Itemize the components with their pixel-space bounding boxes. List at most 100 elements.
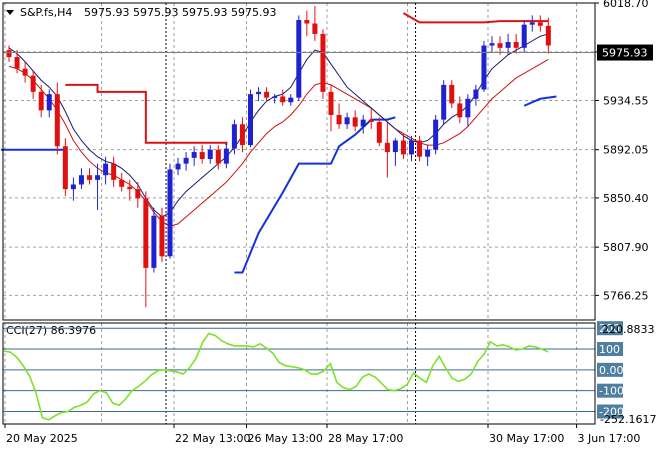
candle-body xyxy=(457,103,463,118)
candle-body xyxy=(433,119,439,150)
cci-level-label: 200 xyxy=(599,322,620,335)
candle-body xyxy=(183,157,189,164)
cci-line xyxy=(3,332,549,421)
cci-level-tag xyxy=(597,342,623,357)
candle-body xyxy=(449,84,455,104)
price-axis: 6018.705976.455934.555892.055850.405807.… xyxy=(3,0,653,302)
ohlc-values: 5975.93 5975.93 5975.93 5975.93 xyxy=(84,6,276,19)
candles xyxy=(6,6,551,308)
cci-level-tag xyxy=(597,321,623,336)
candle-body xyxy=(288,97,294,103)
candle-body xyxy=(473,89,479,99)
stop-line-up xyxy=(523,95,557,107)
candle-body xyxy=(336,114,342,125)
candle-body xyxy=(352,117,358,127)
candle-body xyxy=(231,124,237,149)
candle-body xyxy=(127,186,133,190)
candle-body xyxy=(376,121,382,143)
time-tick-label: 28 May 17:00 xyxy=(328,432,403,445)
candle-body xyxy=(207,149,213,160)
candle-body xyxy=(239,124,245,146)
candle-body xyxy=(513,42,519,48)
candle-body xyxy=(46,94,52,111)
chart-header: S&P.fs,H4 5975.93 5975.93 5975.93 5975.9… xyxy=(6,6,276,19)
candle-body xyxy=(30,75,36,92)
candle-body xyxy=(272,96,278,98)
slow-ma-line xyxy=(8,58,549,227)
candle-body xyxy=(167,169,173,257)
cci-level-tag xyxy=(597,362,623,377)
time-tick-label: 3 Jun 17:00 xyxy=(578,432,641,445)
dropdown-arrow-icon[interactable] xyxy=(6,10,14,15)
cci-level-tag xyxy=(597,404,623,419)
candle-body xyxy=(87,175,92,180)
candle-body xyxy=(384,142,390,153)
candle-body xyxy=(159,215,165,257)
cci-panel-frame xyxy=(2,322,596,425)
candle-body xyxy=(95,175,101,180)
candle-body xyxy=(223,148,229,164)
chart-frames xyxy=(2,2,596,425)
cci-level-label: 0.00 xyxy=(599,364,624,377)
candle-body xyxy=(392,140,398,153)
candle-body xyxy=(489,43,495,46)
candle-body xyxy=(296,20,302,98)
cci-min-label: -252.1617 xyxy=(600,413,656,426)
time-tick-label: 20 May 2025 xyxy=(6,432,78,445)
candle-body xyxy=(175,163,181,170)
time-tick-label: 22 May 13:00 xyxy=(175,432,250,445)
candle-body xyxy=(70,184,76,190)
candle-body xyxy=(151,215,157,268)
candle-body xyxy=(441,84,447,120)
candle-body xyxy=(304,20,310,24)
candle-body xyxy=(417,140,423,157)
candle-body xyxy=(54,94,60,147)
cci-level-tag xyxy=(597,383,623,398)
candle-body xyxy=(537,22,543,26)
candle-body xyxy=(465,98,471,118)
symbol-label: S&P.fs,H4 xyxy=(20,6,72,19)
candle-body xyxy=(400,140,406,155)
candle-body xyxy=(360,119,366,127)
stop-line-up xyxy=(234,116,396,274)
candle-body xyxy=(280,96,286,103)
price-grid xyxy=(3,2,595,424)
price-tick-label: 5807.90 xyxy=(603,241,649,254)
candle-body xyxy=(6,50,12,58)
cci-level-label: -100 xyxy=(599,385,624,398)
candle-body xyxy=(135,189,141,199)
candle-body xyxy=(320,33,326,92)
candle-body xyxy=(103,163,109,176)
candle-body xyxy=(78,175,84,185)
price-tick-label: 5892.05 xyxy=(603,144,649,157)
candle-body xyxy=(545,25,551,46)
candle-body xyxy=(312,23,318,34)
cci-label: CCI(27) 86.3976 xyxy=(6,324,96,337)
candle-body xyxy=(38,91,44,111)
cci-panel: CCI(27) 86.3976 200 100 0.00 -100 -200 220.88… xyxy=(3,321,656,426)
candle-body xyxy=(481,45,487,90)
candle-body xyxy=(425,149,431,157)
candle-body xyxy=(497,43,503,48)
candle-body xyxy=(62,146,68,190)
price-tick-label: 6018.70 xyxy=(603,0,649,10)
candle-body xyxy=(199,152,205,160)
candle-body xyxy=(264,91,270,98)
candle-body xyxy=(328,91,334,115)
price-tick-label: 5850.40 xyxy=(603,192,649,205)
candle-body xyxy=(521,24,527,48)
candle-body xyxy=(368,119,374,122)
price-tag-label: 5975.93 xyxy=(602,47,648,60)
price-panel-frame xyxy=(2,2,596,321)
candle-body xyxy=(505,42,511,48)
candle-body xyxy=(191,152,197,158)
candle-body xyxy=(215,149,221,164)
candle-body xyxy=(248,94,253,146)
candle-body xyxy=(529,22,535,25)
price-tick-label: 5934.55 xyxy=(603,94,649,107)
candle-body xyxy=(22,68,28,76)
candle-body xyxy=(344,117,350,125)
price-tick-label: 5766.25 xyxy=(603,289,649,302)
